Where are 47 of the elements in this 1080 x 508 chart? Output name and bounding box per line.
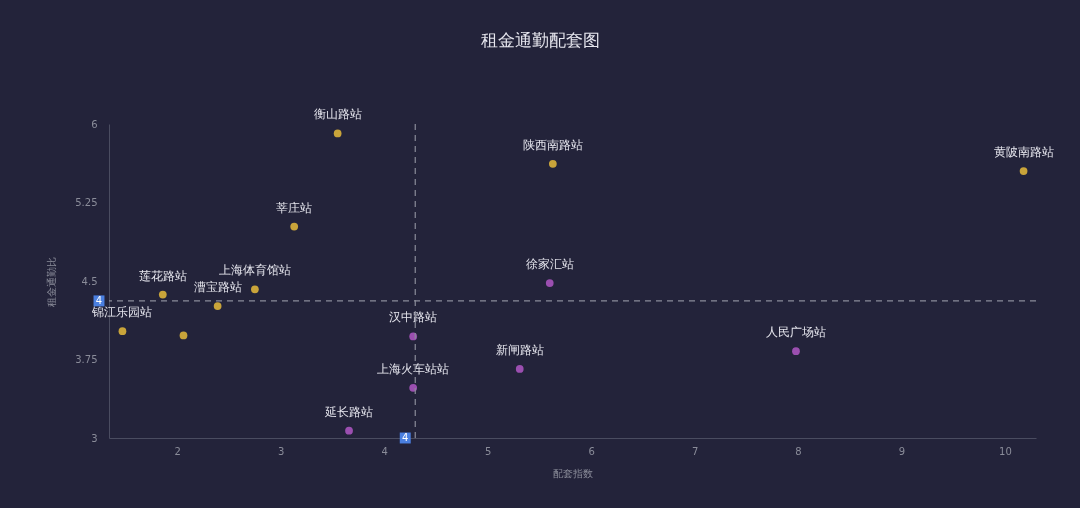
data-label: 徐家汇站 xyxy=(525,257,574,272)
data-label: 人民广场站 xyxy=(765,325,826,340)
point xyxy=(118,327,127,336)
y-tick-label: 3.75 xyxy=(75,354,98,365)
ref-line-label: 4 xyxy=(95,294,103,306)
y-tick-label: 5.25 xyxy=(75,197,98,208)
data-label: 漕宝路站 xyxy=(193,280,242,295)
data-label: 黄陂南路站 xyxy=(993,145,1054,160)
point xyxy=(792,347,800,355)
x-tick-label: 10 xyxy=(999,445,1012,457)
point xyxy=(1019,167,1028,175)
y-tick-label: 6 xyxy=(91,118,98,130)
point xyxy=(290,222,299,231)
point xyxy=(345,426,353,435)
y-axis-title: 租金通勤比 xyxy=(46,256,58,307)
point xyxy=(515,365,524,373)
data-label: 衡山路站 xyxy=(313,107,362,122)
x-tick-label: 9 xyxy=(898,445,906,457)
point xyxy=(158,290,167,299)
point xyxy=(548,159,557,168)
point xyxy=(179,331,188,340)
data-label: 延长路站 xyxy=(324,404,374,419)
data-label: 上海体育馆站 xyxy=(218,263,291,278)
x-tick-label: 2 xyxy=(174,445,181,457)
x-tick-label: 5 xyxy=(484,445,492,457)
x-axis-title: 配套指数 xyxy=(553,467,593,479)
x-tick-label: 7 xyxy=(691,445,699,457)
data-label: 莘庄站 xyxy=(276,200,313,215)
chart-title: 租金通勤配套图 xyxy=(481,30,600,51)
y-tick-label: 4.5 xyxy=(81,275,98,287)
point xyxy=(333,129,342,138)
point xyxy=(213,302,222,310)
data-label: 锦江乐园站 xyxy=(91,305,153,320)
point xyxy=(251,285,259,294)
x-tick-label: 8 xyxy=(795,445,802,457)
ref-line-label: 4 xyxy=(402,432,409,443)
y-tick-label: 3 xyxy=(91,432,98,444)
x-tick-label: 3 xyxy=(278,445,285,457)
point xyxy=(409,383,418,392)
data-label: 莲花路站 xyxy=(138,268,187,283)
point xyxy=(545,279,554,287)
data-label: 陕西南路站 xyxy=(522,137,583,152)
data-label: 汉中路站 xyxy=(389,310,438,325)
data-label: 上海火车站站 xyxy=(377,361,450,376)
x-tick-label: 6 xyxy=(588,445,595,457)
x-tick-label: 4 xyxy=(381,445,388,457)
data-label: 新闸路站 xyxy=(495,342,544,357)
